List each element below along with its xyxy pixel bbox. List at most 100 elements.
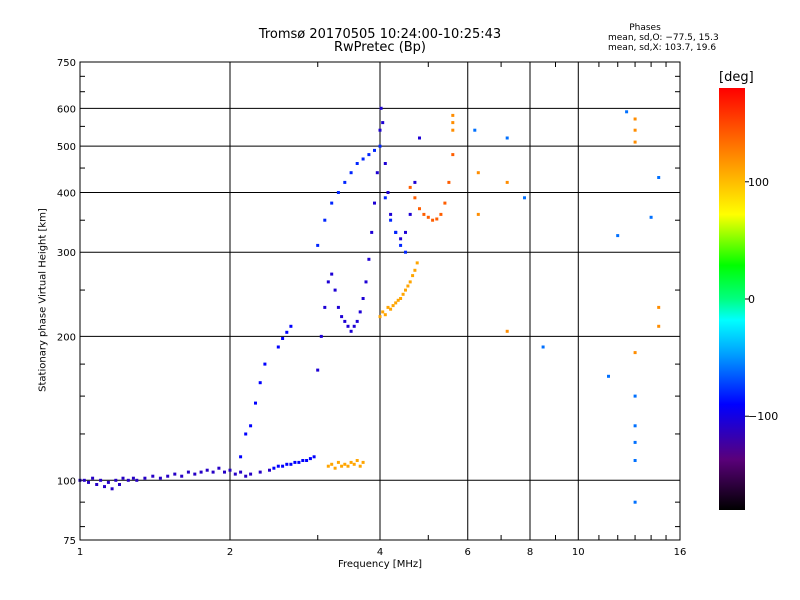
colorbar-tick-label: 0 xyxy=(748,293,755,306)
colorbar-unit: [deg] xyxy=(719,70,754,85)
data-point xyxy=(336,305,340,309)
data-point xyxy=(411,274,415,278)
points-layer xyxy=(78,106,661,504)
data-point xyxy=(381,310,385,314)
data-point xyxy=(383,196,387,200)
data-point xyxy=(239,455,243,459)
data-point xyxy=(346,324,350,328)
data-point xyxy=(408,280,412,284)
data-point xyxy=(289,324,293,328)
data-point xyxy=(633,500,637,504)
data-point xyxy=(249,472,253,476)
data-point xyxy=(447,180,451,184)
data-point xyxy=(326,464,330,468)
data-point xyxy=(404,230,407,234)
data-point xyxy=(367,257,371,261)
data-point xyxy=(358,310,362,314)
data-point xyxy=(355,459,359,462)
data-point xyxy=(135,478,139,482)
data-point xyxy=(193,472,197,476)
data-point xyxy=(364,280,368,284)
data-point xyxy=(131,476,135,480)
data-point xyxy=(166,474,170,478)
data-point xyxy=(91,476,95,480)
data-point xyxy=(633,128,637,132)
y-tick-label: 400 xyxy=(57,188,76,199)
data-point xyxy=(406,284,410,288)
data-point xyxy=(373,201,376,205)
colorbar-tick-label: 100 xyxy=(748,176,769,189)
data-point xyxy=(633,140,637,144)
data-point xyxy=(349,329,353,333)
chart-subtitle: RwPretec (Bp) xyxy=(333,40,427,55)
data-point xyxy=(316,368,320,372)
data-point xyxy=(367,153,371,157)
data-point xyxy=(408,212,412,216)
y-tick-label: 300 xyxy=(57,248,76,259)
data-point xyxy=(657,176,661,179)
phase-stats-x: mean, sd,X: 103.7, 19.6 xyxy=(608,43,717,53)
data-point xyxy=(386,305,390,309)
data-point xyxy=(408,185,412,189)
x-tick-label: 8 xyxy=(527,547,533,558)
data-point xyxy=(404,250,407,254)
y-tick-label: 200 xyxy=(57,332,76,343)
data-point xyxy=(340,315,344,319)
data-point xyxy=(476,171,480,175)
data-point xyxy=(95,483,99,486)
data-point xyxy=(126,478,130,482)
data-point xyxy=(451,128,455,132)
data-point xyxy=(383,162,387,165)
data-point xyxy=(389,218,393,222)
data-point xyxy=(633,117,637,121)
data-point xyxy=(413,196,417,200)
data-point xyxy=(386,191,390,194)
data-point xyxy=(505,136,509,140)
data-point xyxy=(418,136,421,140)
data-point xyxy=(143,476,147,480)
data-point xyxy=(361,460,365,464)
x-tick-label: 6 xyxy=(465,547,471,558)
data-point xyxy=(319,334,323,338)
data-point xyxy=(99,478,103,482)
x-tick-label: 4 xyxy=(377,547,383,558)
y-tick-label: 75 xyxy=(63,536,76,547)
data-point xyxy=(151,474,155,478)
data-point xyxy=(312,455,316,459)
plot-frame xyxy=(79,61,681,541)
data-point xyxy=(633,394,637,398)
data-point xyxy=(118,483,121,486)
data-point xyxy=(633,459,637,462)
x-tick-label: 10 xyxy=(572,547,585,558)
data-point xyxy=(352,324,356,328)
data-point xyxy=(413,268,417,272)
data-point xyxy=(657,324,661,328)
data-point xyxy=(254,401,257,405)
data-point xyxy=(330,201,334,205)
data-point xyxy=(415,261,419,265)
data-point xyxy=(82,478,86,482)
data-point xyxy=(349,171,353,175)
data-point xyxy=(431,218,435,222)
data-point xyxy=(289,462,293,466)
data-point xyxy=(114,478,118,482)
data-point xyxy=(323,218,327,222)
data-point xyxy=(349,460,353,464)
data-point xyxy=(258,470,262,474)
y-tick-label: 600 xyxy=(57,104,76,115)
data-point xyxy=(394,301,398,305)
y-tick-label: 750 xyxy=(57,58,76,69)
data-point xyxy=(343,319,347,323)
data-point xyxy=(391,304,395,308)
data-point xyxy=(355,319,359,323)
data-point xyxy=(308,457,312,461)
data-point xyxy=(276,345,280,349)
data-point xyxy=(217,466,221,470)
data-point xyxy=(285,330,289,334)
data-point xyxy=(352,462,356,466)
data-point xyxy=(281,337,285,340)
data-point xyxy=(244,474,248,478)
data-point xyxy=(244,432,248,436)
